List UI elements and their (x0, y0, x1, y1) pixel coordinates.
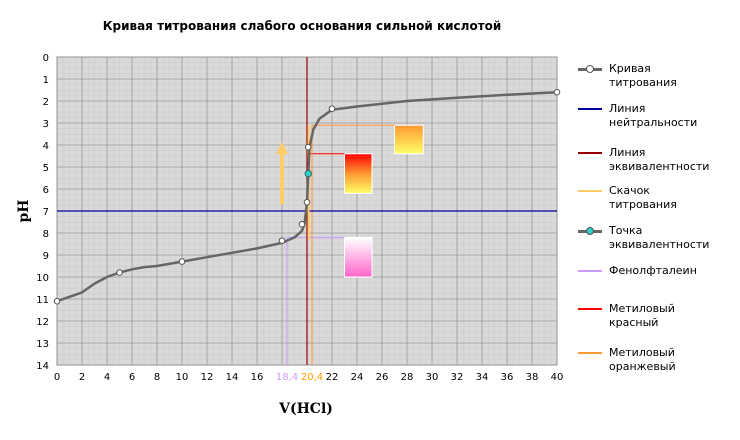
x-axis-label: V(HCl) (278, 401, 333, 417)
legend-swatch (578, 190, 602, 192)
y-tick-label: 6 (43, 185, 49, 196)
legend-swatch (578, 308, 602, 310)
x-tick-label: 22 (326, 372, 339, 383)
legend-swatch (578, 352, 602, 354)
y-tick-label: 3 (43, 119, 49, 130)
legend-label: Кривая титрования (609, 62, 677, 89)
x-tick-label: 20 (301, 372, 314, 383)
legend-swatch (578, 152, 602, 154)
x-tick-label: 34 (476, 372, 489, 383)
x-tick-label: 2 (79, 372, 85, 383)
y-tick-label: 1 (43, 75, 49, 86)
x-tick-label: 0 (54, 372, 60, 383)
x-tick-label: 16 (251, 372, 264, 383)
x-tick-label: 36 (501, 372, 514, 383)
titration-curve-point (304, 143, 312, 151)
y-tick-label: 9 (43, 251, 49, 262)
x-tick-label: 6 (129, 372, 135, 383)
x-highlight-tick-label: 20,4 (301, 372, 323, 383)
y-axis-label: pH (16, 199, 32, 222)
titration-curve-point (116, 269, 123, 276)
legend-label: Линия эквивалентности (609, 146, 710, 173)
y-tick-label: 4 (43, 141, 49, 152)
y-tick-label: 12 (36, 317, 49, 328)
legend-swatch (578, 108, 602, 110)
titration-curve-line (56, 90, 558, 303)
x-tick-label: 38 (526, 372, 539, 383)
x-highlight-tick-label: 18,4 (276, 372, 298, 383)
titration-curve-point (53, 297, 61, 305)
chart-marks (53, 57, 561, 365)
x-tick-label: 40 (551, 372, 564, 383)
legend-label: Линия нейтральности (609, 102, 698, 129)
axis-ticks: 0 2 4 6 8 10 12 14 16 18 20 22 24 26 28 30 32 34 36 38 40012… (36, 53, 564, 385)
y-tick-label: 14 (36, 361, 49, 372)
x-tick-label: 14 (226, 372, 239, 383)
legend-label: Метиловый оранжевый (609, 346, 676, 373)
equivalence-point-marker (304, 169, 312, 178)
y-tick-label: 2 (43, 97, 49, 108)
x-tick-label: 10 (176, 372, 189, 383)
y-tick-label: 5 (43, 163, 49, 174)
chart-title: Кривая титрования слабого основания силь… (103, 19, 502, 33)
jump-direction-arrow-head (276, 142, 288, 154)
y-tick-label: 11 (36, 295, 49, 306)
x-tick-label: 12 (201, 372, 214, 383)
x-tick-label: 8 (154, 372, 160, 383)
titration-curve-point (278, 237, 286, 244)
indicator-range-box (344, 236, 373, 278)
y-tick-label: 13 (36, 339, 49, 350)
legend-label: Скачок титрования (609, 184, 677, 211)
indicator-range-box (394, 124, 424, 155)
x-tick-label: 32 (451, 372, 464, 383)
legend-label: Фенолфталеин (609, 264, 697, 277)
y-tick-label: 7 (43, 207, 49, 218)
x-tick-label: 28 (401, 372, 414, 383)
legend-marker (586, 227, 594, 235)
legend-marker (586, 65, 594, 73)
y-tick-label: 8 (43, 229, 49, 240)
titration-curve-point (178, 258, 186, 265)
x-tick-label: 26 (376, 372, 389, 383)
legend-label: Точка эквивалентности (609, 224, 710, 251)
titration-curve-point (303, 198, 311, 206)
x-tick-label: 24 (351, 372, 364, 383)
titration-curve-point (553, 88, 561, 96)
legend-label: Метиловый красный (609, 302, 675, 329)
x-tick-label: 30 (426, 372, 439, 383)
titration-curve-point (328, 105, 336, 112)
legend-swatch (578, 270, 602, 272)
x-tick-label: 4 (104, 372, 110, 383)
indicator-range-box (344, 153, 373, 194)
x-tick-label: 18 (276, 372, 289, 383)
y-tick-label: 0 (43, 53, 49, 64)
titration-curve-point (298, 220, 306, 228)
y-tick-label: 10 (36, 273, 49, 284)
